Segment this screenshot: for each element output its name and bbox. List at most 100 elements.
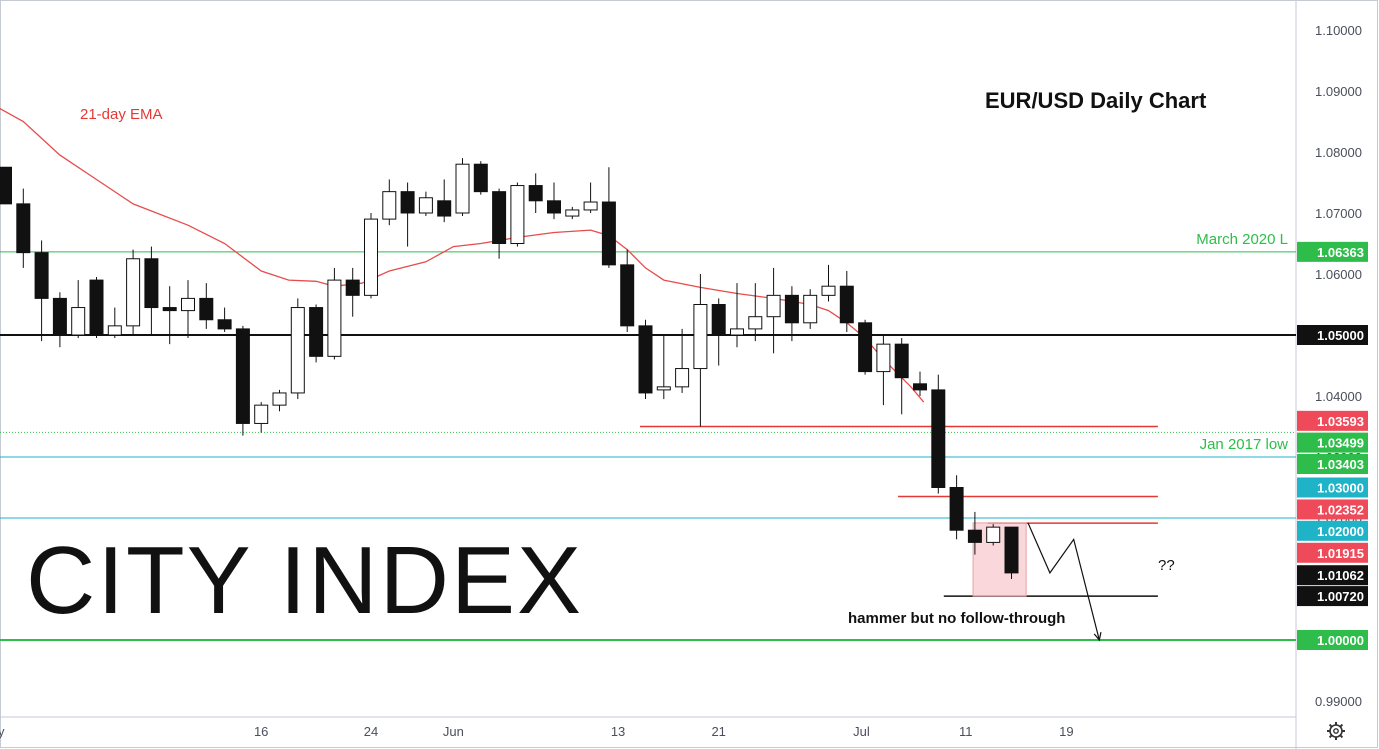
y-tick-label: 1.10000	[1315, 23, 1362, 38]
candle	[107, 307, 122, 339]
price-badge: 1.01062	[1297, 565, 1368, 586]
candle-body	[601, 201, 616, 266]
price-badge-label: 1.03000	[1317, 481, 1364, 496]
price-badge-bg	[1297, 325, 1368, 345]
candle-body	[400, 191, 415, 214]
candle-body	[144, 258, 159, 309]
candle	[986, 524, 1001, 546]
price-badge: 1.06363	[1297, 241, 1368, 262]
x-tick-label: 19	[1059, 724, 1073, 739]
candle-body	[656, 386, 671, 391]
candle-body	[492, 191, 507, 244]
gear-icon[interactable]	[1327, 722, 1345, 740]
candle-body	[803, 294, 818, 324]
price-badge: 1.05000	[1297, 325, 1368, 345]
price-badge-label: 1.02000	[1317, 524, 1364, 539]
price-badge-label: 1.01062	[1317, 568, 1364, 583]
candle-body	[675, 368, 690, 388]
candle	[272, 389, 287, 412]
y-tick-label: 1.09000	[1315, 84, 1362, 99]
candle-body	[254, 404, 269, 424]
price-badge-bg	[1297, 454, 1368, 475]
candle	[235, 325, 250, 436]
hammer-note: hammer but no follow-through	[848, 610, 1065, 627]
jan-2017-label: Jan 2017 low	[1200, 436, 1289, 453]
candle	[290, 298, 305, 400]
candle	[876, 335, 891, 406]
x-tick-label: 24	[364, 724, 378, 739]
candle-body	[126, 258, 141, 327]
price-badge-label: 1.03403	[1317, 457, 1364, 472]
candle-body	[290, 307, 305, 394]
price-badge: 1.02000	[1297, 520, 1368, 541]
candle	[181, 280, 195, 339]
candle-body	[71, 307, 86, 336]
candle-body	[382, 191, 397, 220]
candle-body	[235, 328, 250, 424]
candle	[16, 188, 31, 268]
candle	[162, 286, 177, 345]
candles	[0, 158, 1019, 579]
candle	[565, 206, 580, 220]
ema-label: 21-day EMA	[80, 106, 163, 123]
candle	[254, 402, 269, 433]
candle-body	[839, 285, 854, 324]
candle	[492, 188, 507, 259]
candle-body	[217, 319, 232, 330]
candle-body	[309, 307, 324, 357]
candle-body	[565, 209, 580, 217]
price-badge: 1.00000	[1297, 630, 1368, 650]
price-badge-bg	[1297, 499, 1368, 520]
y-tick-label: 1.04000	[1315, 389, 1362, 404]
price-badge-label: 1.02352	[1317, 502, 1364, 517]
candle-body	[547, 200, 561, 214]
candle	[949, 475, 964, 540]
candle	[89, 277, 104, 339]
price-badge-label: 1.00000	[1317, 633, 1364, 648]
candle	[126, 249, 141, 335]
candle	[693, 274, 708, 427]
candle	[620, 249, 635, 332]
price-badge-bg	[1297, 241, 1368, 262]
candle-body	[34, 252, 49, 299]
candle-body	[89, 279, 104, 336]
candle	[821, 264, 836, 302]
y-tick-label: 0.99000	[1315, 694, 1362, 709]
projection-path	[1027, 522, 1100, 641]
candle	[528, 173, 543, 213]
candle	[455, 158, 470, 217]
x-tick-label: 13	[611, 724, 625, 739]
candle	[784, 286, 799, 342]
price-badge-bg	[1297, 410, 1368, 431]
candle-body	[528, 185, 543, 202]
candle	[894, 338, 909, 415]
candle	[547, 182, 561, 220]
candle	[638, 319, 653, 400]
candle-body	[52, 297, 67, 336]
candle-body	[418, 197, 433, 214]
y-tick-label: 1.07000	[1315, 206, 1362, 221]
candle	[0, 166, 12, 205]
price-badge-label: 1.03499	[1317, 436, 1364, 451]
candle	[510, 182, 525, 247]
x-tick-label: Jun	[443, 724, 464, 739]
candle-body	[162, 307, 177, 312]
candle-body	[510, 185, 525, 245]
candle	[473, 161, 488, 195]
price-badge-bg	[1297, 542, 1368, 563]
level-segments	[640, 425, 1158, 597]
candle	[199, 283, 214, 329]
price-badge: 1.00720	[1297, 586, 1368, 607]
candle-body	[364, 218, 378, 296]
price-badge-label: 1.06363	[1317, 245, 1364, 260]
candle	[345, 267, 360, 317]
x-tick-label: 11	[959, 724, 973, 739]
candle	[711, 298, 726, 366]
candle-body	[455, 163, 470, 214]
ema-line	[0, 107, 925, 403]
x-tick-label: May	[0, 724, 5, 739]
candle-body	[327, 279, 342, 357]
y-tick-label: 1.08000	[1315, 145, 1362, 160]
candle-body	[730, 328, 744, 336]
march-2020-label: March 2020 L	[1196, 231, 1288, 248]
